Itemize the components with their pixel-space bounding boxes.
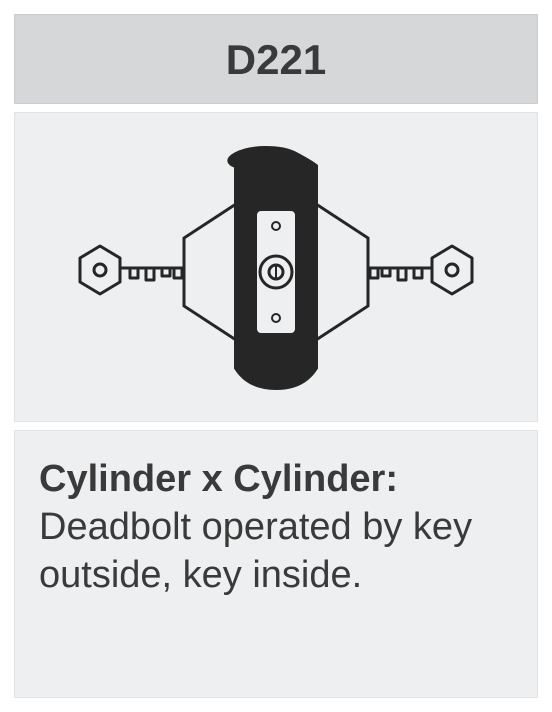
description-body: Deadbolt operated by key outside, key in… [39, 506, 472, 596]
card-header: D221 [14, 14, 538, 104]
description-box: Cylinder x Cylinder: Deadbolt operated b… [14, 430, 538, 698]
model-number: D221 [226, 36, 326, 83]
figure-box [14, 112, 538, 422]
deadbolt-double-cylinder-diagram [66, 142, 486, 392]
description-title: Cylinder x Cylinder: [39, 458, 398, 500]
product-function-card: D221 [14, 14, 538, 698]
